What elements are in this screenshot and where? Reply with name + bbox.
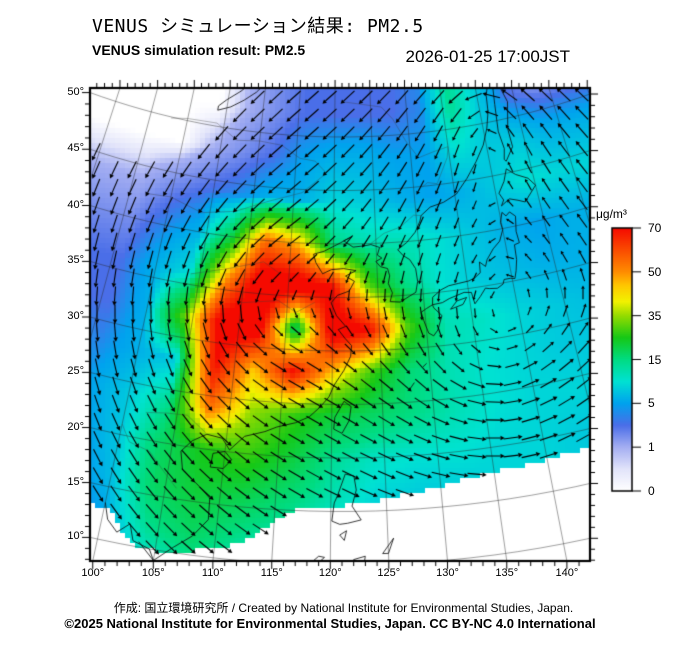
colorbar-unit-label: μg/m³	[596, 207, 627, 221]
x-tick-label: 100°	[81, 567, 105, 579]
y-tick-label: 20°	[67, 420, 84, 433]
y-tick-label: 50°	[67, 85, 84, 98]
y-tick-label: 25°	[67, 365, 84, 378]
credit-line-1: 作成: 国立環境研究所 / Created by National Instit…	[113, 601, 574, 615]
y-tick-label: 40°	[67, 198, 84, 211]
colorbar-tick-label: 5	[648, 396, 655, 411]
x-tick-label: 130°	[436, 567, 459, 579]
x-tick-label: 105°	[141, 567, 165, 579]
colorbar-tick-label: 0	[648, 484, 655, 498]
x-tick-label: 110°	[201, 567, 224, 579]
x-tick-label: 115°	[260, 567, 283, 579]
colorbar-tick-label: 50	[648, 264, 662, 279]
y-tick-label: 45°	[67, 142, 84, 155]
credit-line-2: ©2025 National Institute for Environment…	[64, 616, 596, 631]
colorbar-tick-label: 15	[648, 352, 662, 367]
y-tick-label: 30°	[67, 310, 84, 322]
colorbar-tick-label: 1	[648, 440, 655, 455]
timestamp-label: 2026-01-25 17:00JST	[405, 47, 570, 66]
x-tick-label: 140°	[555, 567, 579, 579]
y-tick-label: 10°	[67, 530, 84, 543]
page-title-english: VENUS simulation result: PM2.5	[92, 42, 306, 58]
y-tick-label: 15°	[67, 475, 84, 488]
x-tick-label: 120°	[318, 567, 342, 579]
colorbar-tick-label: 70	[648, 221, 662, 235]
y-tick-label: 35°	[67, 254, 84, 267]
x-tick-label: 135°	[495, 567, 519, 579]
colorbar-tick-label: 35	[648, 308, 662, 323]
page-title-japanese: VENUS シミュレーション結果: PM2.5	[92, 16, 424, 37]
x-tick-label: 125°	[377, 567, 401, 579]
